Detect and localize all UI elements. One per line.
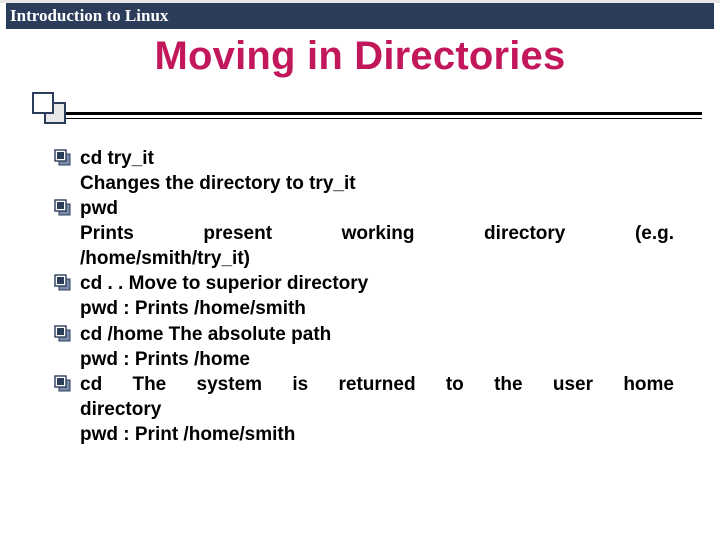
list-item-continuation: pwd : Prints /home xyxy=(54,347,674,372)
ornament-line-thick xyxy=(66,112,702,115)
bullet-text: Prints present working directory (e.g. xyxy=(80,221,674,246)
bullet-icon xyxy=(54,375,80,397)
bullet-icon xyxy=(54,149,80,171)
bullet-text: cd /home The absolute path xyxy=(80,322,674,347)
slide: Introduction to Linux Moving in Director… xyxy=(0,0,720,540)
bullet-icon xyxy=(54,199,80,221)
ornament-square-front xyxy=(32,92,54,114)
bullet-text: /home/smith/try_it) xyxy=(80,246,674,271)
bullet-text: pwd : Prints /home xyxy=(80,347,674,372)
list-item-continuation: Prints present working directory (e.g. xyxy=(54,221,674,246)
bullet-text: cd . . Move to superior directory xyxy=(80,271,674,296)
list-item: cd The system is returned to the user ho… xyxy=(54,372,674,397)
bullet-text: Changes the directory to try_it xyxy=(80,171,674,196)
slide-title: Moving in Directories xyxy=(0,34,720,79)
bullet-text: directory xyxy=(80,397,674,422)
list-item: cd . . Move to superior directory xyxy=(54,271,674,296)
header-title: Introduction to Linux xyxy=(10,6,168,26)
ornament-line-thin xyxy=(66,118,702,119)
bullet-icon xyxy=(54,274,80,296)
list-item: cd try_it xyxy=(54,146,674,171)
bullet-text: pwd : Print /home/smith xyxy=(80,422,674,447)
list-item: cd /home The absolute path xyxy=(54,322,674,347)
list-item-continuation: directory xyxy=(54,397,674,422)
list-item-continuation: pwd : Prints /home/smith xyxy=(54,296,674,321)
bullet-icon xyxy=(54,325,80,347)
list-item-continuation: /home/smith/try_it) xyxy=(54,246,674,271)
bullet-text: cd try_it xyxy=(80,146,674,171)
bullet-content-area: cd try_it Changes the directory to try_i… xyxy=(54,146,674,447)
list-item-continuation: pwd : Print /home/smith xyxy=(54,422,674,447)
bullet-text: cd The system is returned to the user ho… xyxy=(80,372,674,397)
header-bar: Introduction to Linux xyxy=(6,3,714,29)
list-item: pwd xyxy=(54,196,674,221)
bullet-text: pwd xyxy=(80,196,674,221)
list-item-continuation: Changes the directory to try_it xyxy=(54,171,674,196)
bullet-text: pwd : Prints /home/smith xyxy=(80,296,674,321)
